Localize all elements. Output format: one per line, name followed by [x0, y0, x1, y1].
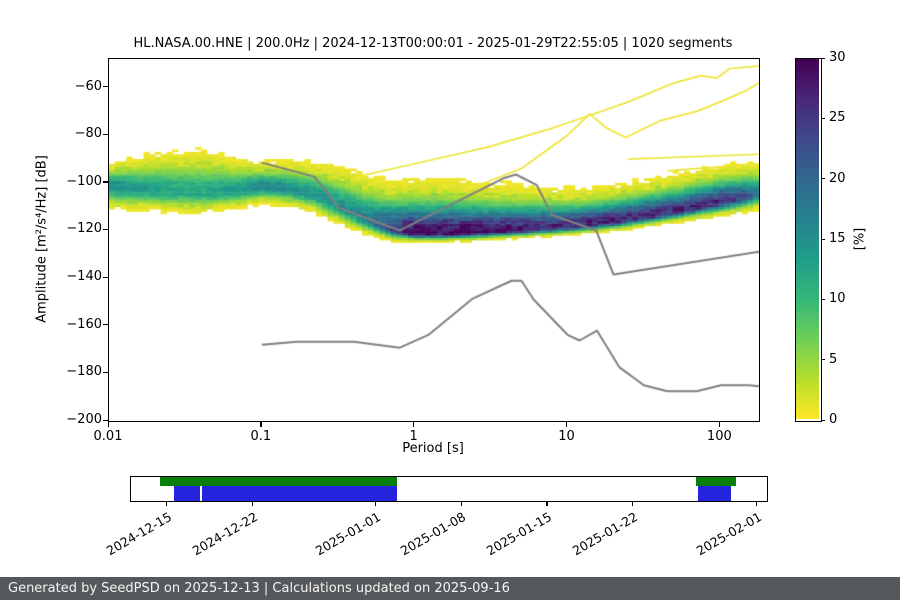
timeline-data-segment	[695, 477, 737, 486]
colorbar-tick-mark	[821, 57, 825, 59]
y-tick-label: −120	[66, 221, 102, 237]
x-tick-mark	[413, 422, 415, 427]
plot-area	[108, 58, 760, 422]
colorbar-tick-label: 0	[829, 412, 838, 427]
timeline-tick-mark	[755, 502, 757, 506]
timeline-psd-segment	[697, 486, 732, 501]
y-tick-label: −80	[74, 126, 102, 142]
timeline-tick-mark	[251, 502, 254, 506]
x-axis-label: Period [s]	[402, 441, 464, 456]
y-tick-label: −60	[74, 78, 102, 94]
colorbar-tick-label: 20	[829, 170, 846, 186]
colorbar-tick-mark	[821, 117, 825, 120]
y-tick-label: −160	[66, 316, 102, 332]
timeline-date-label: 2024-12-22	[189, 509, 260, 559]
ppsd-heatmap-canvas	[109, 59, 759, 421]
y-tick-mark	[103, 371, 108, 374]
timeline-date-label: 2025-01-22	[569, 509, 640, 559]
x-tick-mark	[107, 422, 109, 427]
y-tick-mark	[103, 86, 108, 88]
colorbar-tick-label: 15	[829, 231, 846, 246]
y-tick-mark	[103, 181, 108, 183]
x-tick-label: 0.01	[93, 429, 123, 444]
colorbar-tick-mark	[821, 178, 825, 180]
timeline-date-label: 2024-12-15	[103, 509, 175, 559]
y-tick-mark	[103, 324, 108, 326]
timeline-date-label: 2025-01-08	[398, 509, 469, 559]
colorbar-tick-label: 5	[829, 351, 838, 367]
timeline-psd-segment	[202, 486, 397, 501]
colorbar-tick-mark	[821, 238, 825, 240]
colorbar-tick-label: 10	[829, 291, 846, 307]
colorbar-tick-mark	[821, 359, 825, 361]
colorbar-tick-mark	[821, 419, 825, 421]
y-tick-mark	[103, 228, 108, 231]
colorbar-tick-label: 25	[829, 110, 846, 126]
timeline-date-label: 2025-01-15	[484, 509, 555, 559]
colorbar-gradient	[796, 59, 819, 419]
y-tick-label: −100	[66, 173, 102, 189]
timeline-date-label: 2025-01-01	[312, 509, 383, 559]
y-tick-mark	[103, 419, 108, 421]
timeline-tick-mark	[166, 502, 168, 506]
timeline-tick-mark	[460, 502, 462, 506]
colorbar-tick-mark	[821, 298, 825, 301]
y-tick-label: −200	[66, 412, 102, 427]
x-tick-mark	[260, 422, 262, 427]
y-tick-label: −180	[66, 364, 102, 380]
y-tick-label: −140	[66, 269, 102, 285]
x-tick-label: 0.1	[250, 429, 272, 444]
x-tick-label: 1	[409, 429, 418, 444]
timeline-psd-segment	[174, 486, 200, 501]
colorbar-tick-label: 30	[829, 50, 846, 65]
timeline-tick-mark	[546, 502, 548, 506]
chart-title: HL.NASA.00.HNE | 200.0Hz | 2024-12-13T00…	[133, 36, 733, 51]
timeline-date-label: 2025-02-01	[693, 509, 764, 559]
x-tick-mark	[566, 422, 568, 427]
timeline-tick-mark	[631, 502, 633, 506]
y-tick-mark	[103, 133, 108, 135]
footer-text: Generated by SeedPSD on 2025-12-13 | Cal…	[8, 581, 510, 596]
colorbar	[795, 58, 822, 422]
footer-bar: Generated by SeedPSD on 2025-12-13 | Cal…	[0, 577, 900, 600]
x-tick-label: 10	[558, 429, 575, 444]
y-tick-mark	[103, 276, 108, 278]
x-tick-label: 100	[706, 429, 732, 444]
timeline-tick-mark	[374, 502, 376, 506]
availability-timeline	[130, 476, 768, 502]
x-tick-mark	[718, 422, 721, 427]
timeline-data-segment	[159, 477, 397, 486]
